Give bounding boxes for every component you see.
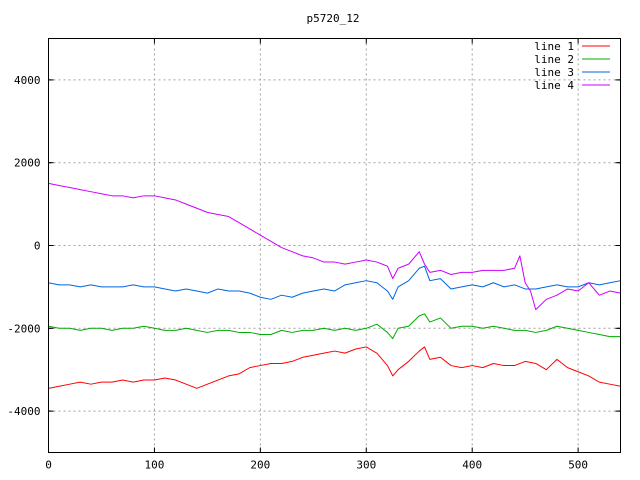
x-tick-label: 500 bbox=[568, 459, 588, 472]
axes: 0 100 200 300 400 500 -4000 -2000 0 2000 4000 bbox=[7, 38, 621, 472]
x-tick-label: 400 bbox=[462, 459, 482, 472]
x-tick-label: 0 bbox=[45, 459, 52, 472]
series-line-1 bbox=[48, 346, 621, 389]
plot-frame bbox=[48, 38, 621, 453]
y-tick-label: 2000 bbox=[14, 157, 41, 170]
chart-title: p5720_12 bbox=[307, 12, 360, 25]
series-line-2 bbox=[48, 313, 621, 340]
series-line-3 bbox=[48, 265, 621, 300]
legend-label-2: line 2 bbox=[534, 53, 574, 66]
series-layer bbox=[48, 182, 621, 389]
legend-label-1: line 1 bbox=[534, 40, 574, 53]
legend-label-4: line 4 bbox=[534, 79, 574, 92]
grid bbox=[48, 38, 621, 453]
x-tick-label: 100 bbox=[144, 459, 164, 472]
y-tick-label: 4000 bbox=[14, 74, 41, 87]
legend-label-3: line 3 bbox=[534, 66, 574, 79]
y-tick-label: 0 bbox=[34, 240, 41, 253]
y-tick-label: -4000 bbox=[7, 405, 40, 418]
y-tick-label: -2000 bbox=[7, 322, 40, 335]
x-tick-label: 300 bbox=[356, 459, 376, 472]
x-tick-label: 200 bbox=[250, 459, 270, 472]
series-line-4 bbox=[48, 182, 621, 311]
